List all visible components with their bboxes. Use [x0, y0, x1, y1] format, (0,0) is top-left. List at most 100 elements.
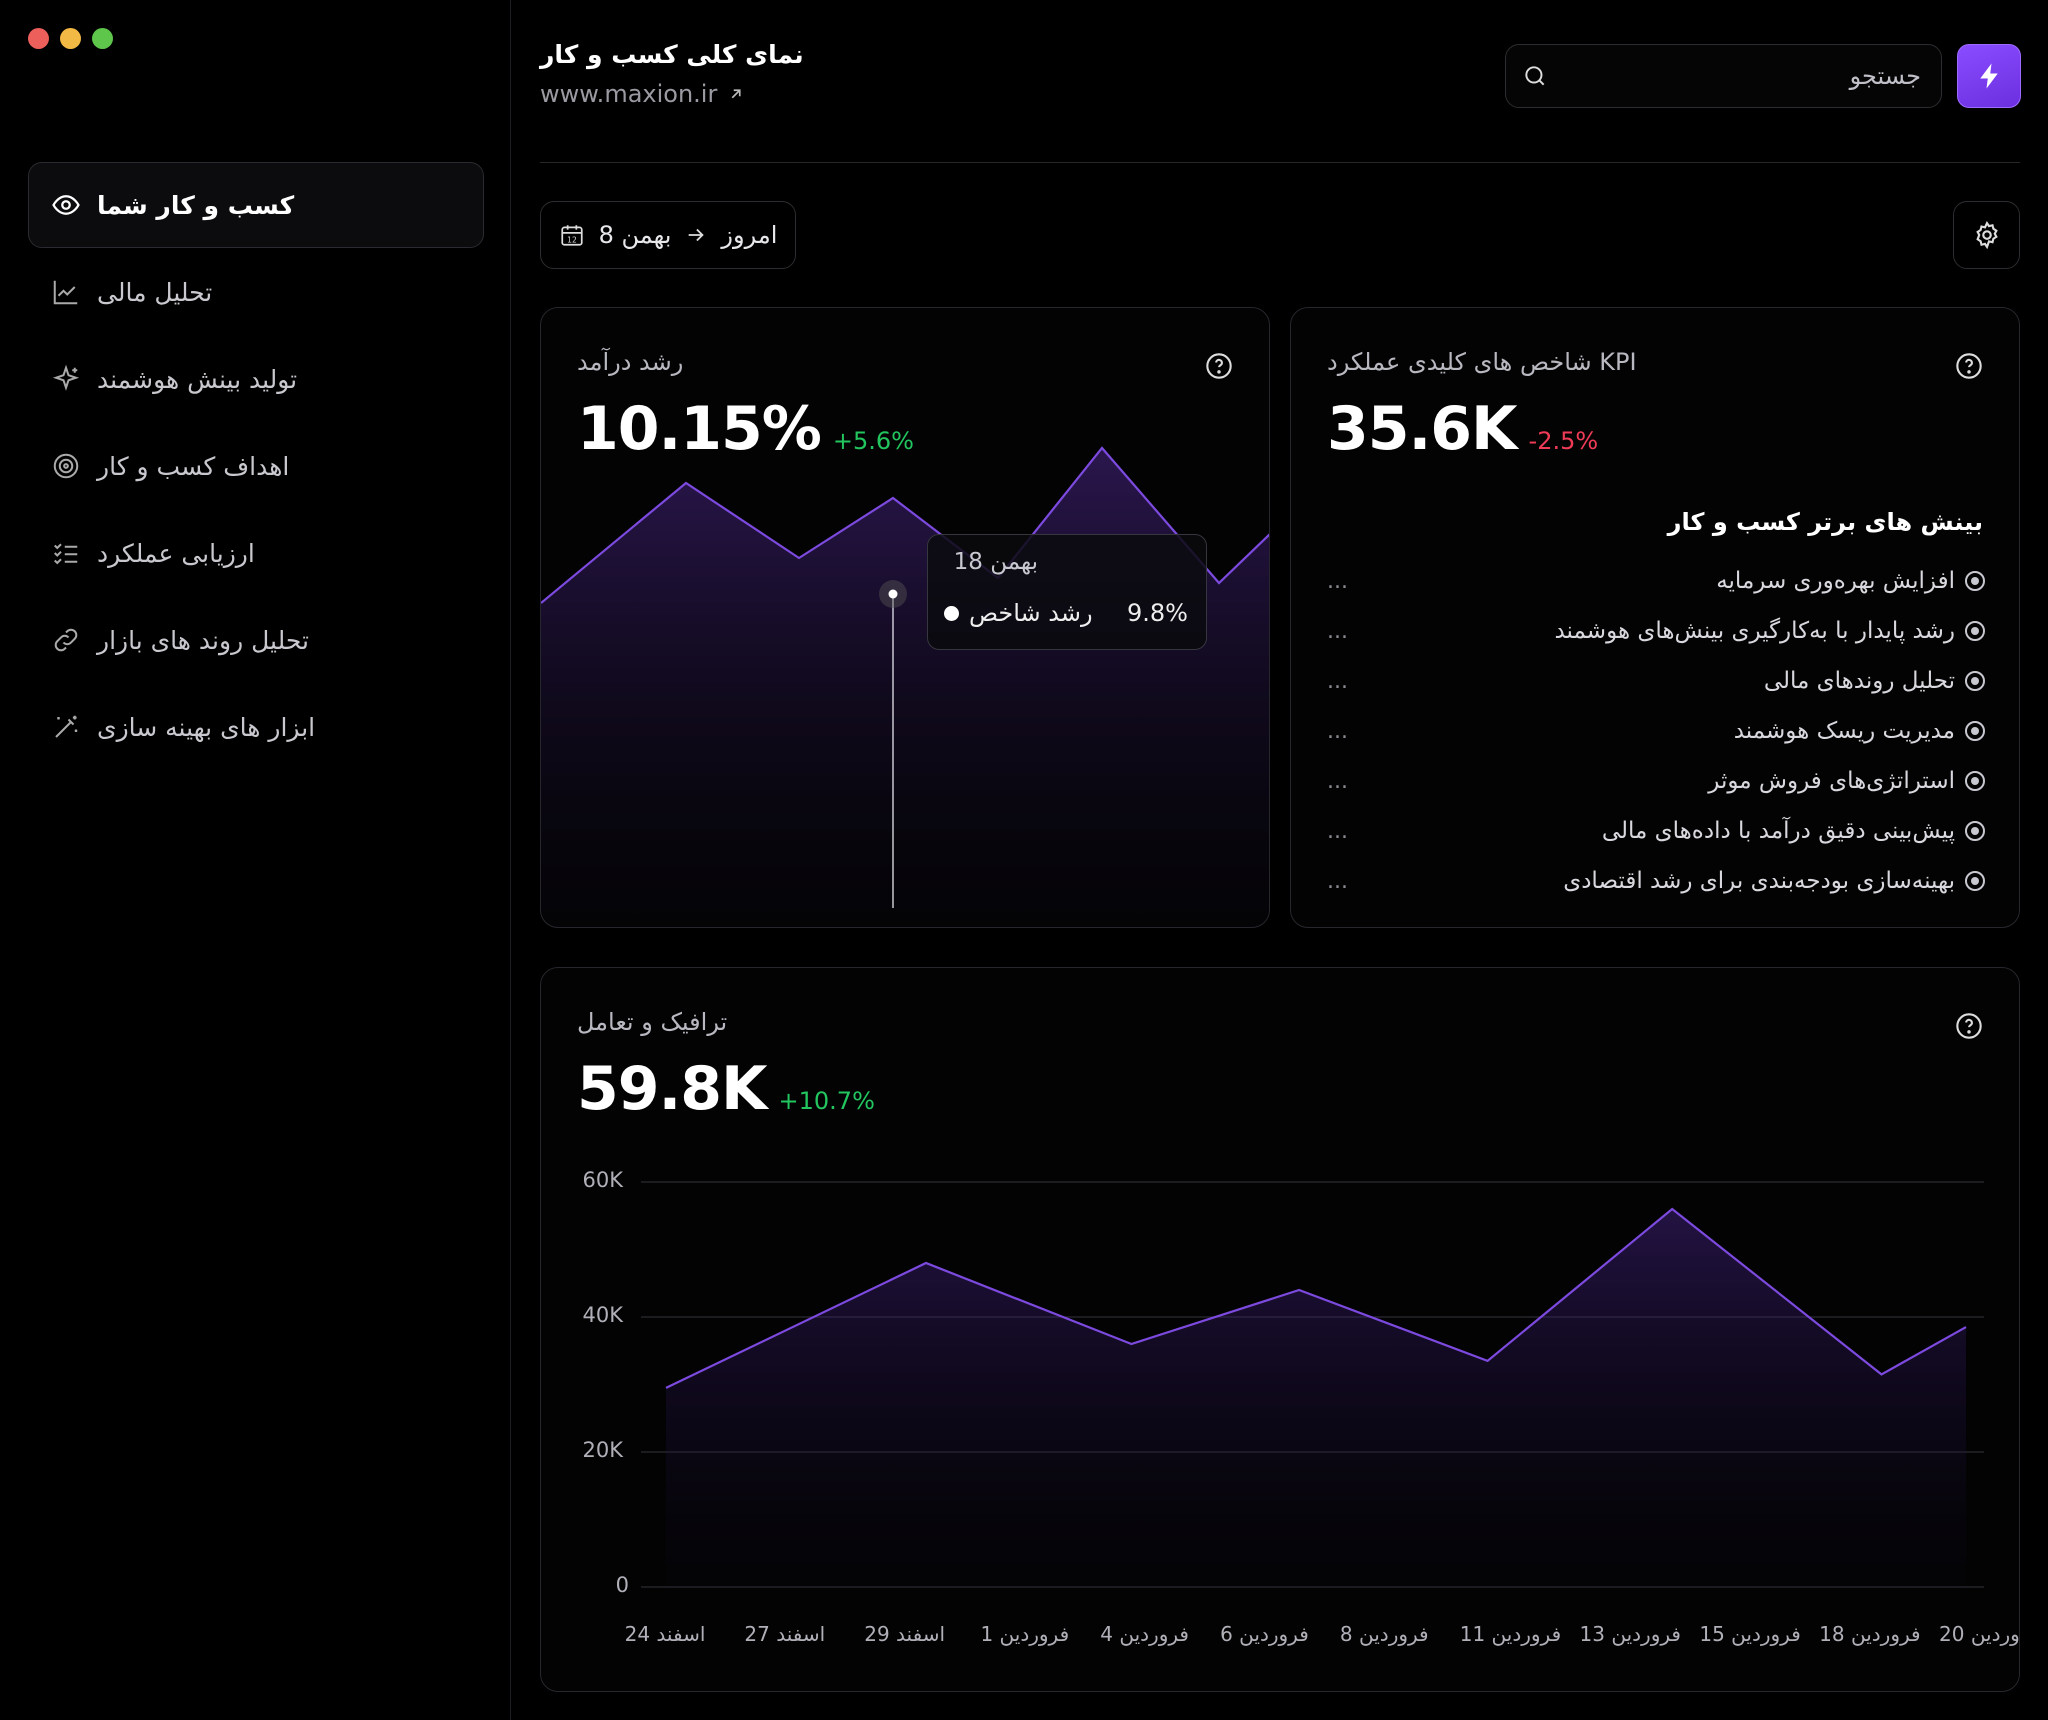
revenue-value: 10.15% [577, 394, 822, 464]
radio-icon [1965, 671, 1985, 691]
card-title: ترافیک و تعامل [577, 1008, 728, 1036]
radio-icon [1965, 571, 1985, 591]
tooltip-label: رشد شاخص [969, 599, 1093, 627]
list-item[interactable]: ... تحلیل روندهای مالی [1327, 656, 1985, 706]
card-value: 35.6K -2.5% [1327, 394, 1598, 464]
sidebar-item-your-business[interactable]: کسب و کار شما [28, 162, 484, 248]
target-icon [53, 453, 79, 479]
line-chart-icon [53, 280, 78, 305]
sidebar-item-market-trends[interactable]: تحلیل روند های بازار [28, 597, 484, 683]
radio-icon [1965, 721, 1985, 741]
insight-text: پیش‌بینی دقیق درآمد با داده‌های مالی [1601, 818, 1955, 844]
insight-text: افزایش بهره‌وری سرمایه [1716, 568, 1955, 594]
maximize-window-button[interactable] [92, 28, 113, 49]
sidebar-item-label: ابزار های بهینه سازی [97, 712, 316, 742]
kpi-value: 35.6K [1327, 394, 1518, 464]
traffic-chart [641, 1181, 1984, 1588]
more-icon[interactable]: ... [1327, 768, 1348, 794]
sidebar-item-optimization-tools[interactable]: ابزار های بهینه سازی [28, 684, 484, 770]
list-item[interactable]: ... بهینه‌سازی بودجه‌بندی برای رشد اقتصاد… [1327, 856, 1985, 906]
app-logo-button[interactable] [1957, 44, 2021, 108]
eye-icon [52, 195, 80, 215]
traffic-line [665, 1207, 1967, 1389]
sidebar-item-label: تحلیل روند های بازار [97, 625, 309, 655]
change-indicator: +5.6% [832, 427, 914, 455]
sidebar-item-label: تولید بینش هوشمند [97, 364, 298, 394]
tooltip-value: 9.8% [1127, 599, 1188, 627]
date-range-to: 8 بهمن [598, 221, 672, 249]
sidebar-item-label: کسب و کار شما [97, 190, 295, 220]
insights-list: ... افزایش بهره‌وری سرمایه ... رشد پایدار … [1327, 556, 1985, 906]
more-icon[interactable]: ... [1327, 568, 1348, 594]
gear-icon [1975, 220, 1998, 250]
search-input[interactable] [1581, 62, 1921, 90]
x-tick-label: 29 اسفند [864, 1622, 946, 1646]
help-icon[interactable] [1955, 352, 1983, 380]
card-title: رشد درآمد [577, 348, 684, 376]
list-item[interactable]: ... مدیریت ریسک هوشمند [1327, 706, 1985, 756]
checklist-icon [54, 543, 78, 565]
sidebar-item-business-goals[interactable]: اهداف کسب و کار [28, 423, 484, 509]
sidebar-item-smart-insights[interactable]: تولید بینش هوشمند [28, 336, 484, 422]
lightning-icon [1980, 63, 1998, 89]
x-tick-label: 6 فروردین [1220, 1622, 1309, 1646]
radio-icon [1965, 621, 1985, 641]
x-tick-label: 24 اسفند [624, 1622, 706, 1646]
site-url: www.maxion.ir [540, 80, 718, 108]
change-indicator: +10.7% [778, 1087, 875, 1115]
series-dot [944, 605, 959, 621]
calendar-icon: 12 [561, 225, 583, 246]
card-title: شاخص های کلیدی عملکرد KPI [1327, 348, 1637, 376]
sidebar-item-performance-review[interactable]: ارزیابی عملکرد [28, 510, 484, 596]
header-divider [540, 162, 2020, 163]
search-box [1505, 44, 1942, 108]
hover-point [888, 589, 898, 599]
list-item[interactable]: ... استراتژی‌های فروش موثر [1327, 756, 1985, 806]
insight-text: بهینه‌سازی بودجه‌بندی برای رشد اقتصادی [1563, 868, 1955, 894]
tooltip-date: 18 بهمن [953, 549, 1038, 575]
list-item[interactable]: ... رشد پایدار با به‌کارگیری بینش‌های هوش… [1327, 606, 1985, 656]
help-icon[interactable] [1955, 1012, 1983, 1040]
traffic-area [666, 1209, 1966, 1587]
settings-button[interactable] [1953, 201, 2020, 269]
date-range-picker[interactable]: 12 8 بهمن امروز [540, 201, 796, 269]
y-tick-label: 20K [582, 1438, 624, 1462]
insight-text: مدیریت ریسک هوشمند [1733, 718, 1955, 744]
revenue-growth-card: رشد درآمد 10.15% +5.6% 18 بهمن رشد شاخص … [540, 307, 1270, 928]
list-item[interactable]: ... پیش‌بینی دقیق درآمد با داده‌های مالی [1327, 806, 1985, 856]
sidebar-item-label: اهداف کسب و کار [97, 451, 290, 481]
arrow-right-icon [689, 228, 705, 242]
sidebar-item-label: تحلیل مالی [97, 277, 213, 307]
more-icon[interactable]: ... [1327, 618, 1348, 644]
y-tick-label: 40K [582, 1303, 624, 1327]
help-icon[interactable] [1205, 352, 1233, 380]
site-link[interactable]: www.maxion.ir [540, 80, 745, 108]
insights-title: بینش های برتر کسب و کار [1667, 508, 1983, 536]
more-icon[interactable]: ... [1327, 668, 1348, 694]
x-tick-label: 18 فروردین [1819, 1622, 1921, 1646]
more-icon[interactable]: ... [1327, 718, 1348, 744]
y-tick-label: 0 [615, 1573, 629, 1597]
arrow-up-right-icon [731, 89, 741, 99]
window-controls [28, 28, 113, 49]
x-tick-label: 15 فروردین [1699, 1622, 1801, 1646]
date-range-from: امروز [721, 221, 778, 249]
list-item[interactable]: ... افزایش بهره‌وری سرمایه [1327, 556, 1985, 606]
more-icon[interactable]: ... [1327, 818, 1348, 844]
search-icon[interactable] [1522, 63, 1548, 89]
close-window-button[interactable] [28, 28, 49, 49]
insight-text: تحلیل روندهای مالی [1763, 668, 1955, 694]
more-icon[interactable]: ... [1327, 868, 1348, 894]
kpi-card: شاخص های کلیدی عملکرد KPI 35.6K -2.5% بی… [1290, 307, 2020, 928]
link-icon [54, 628, 78, 652]
insight-text: رشد پایدار با به‌کارگیری بینش‌های هوشمند [1554, 618, 1955, 644]
card-value: 10.15% +5.6% [577, 394, 914, 464]
y-tick-label: 60K [582, 1168, 624, 1192]
insight-text: استراتژی‌های فروش موثر [1708, 768, 1955, 794]
chart-tooltip: 18 بهمن رشد شاخص 9.8% [927, 534, 1207, 650]
sidebar-item-financial-analysis[interactable]: تحلیل مالی [28, 249, 484, 335]
x-tick-label: 8 فروردین [1339, 1622, 1429, 1646]
page-title: نمای کلی کسب و کار [540, 40, 804, 69]
minimize-window-button[interactable] [60, 28, 81, 49]
x-tick-label: 4 فروردین [1100, 1622, 1189, 1646]
